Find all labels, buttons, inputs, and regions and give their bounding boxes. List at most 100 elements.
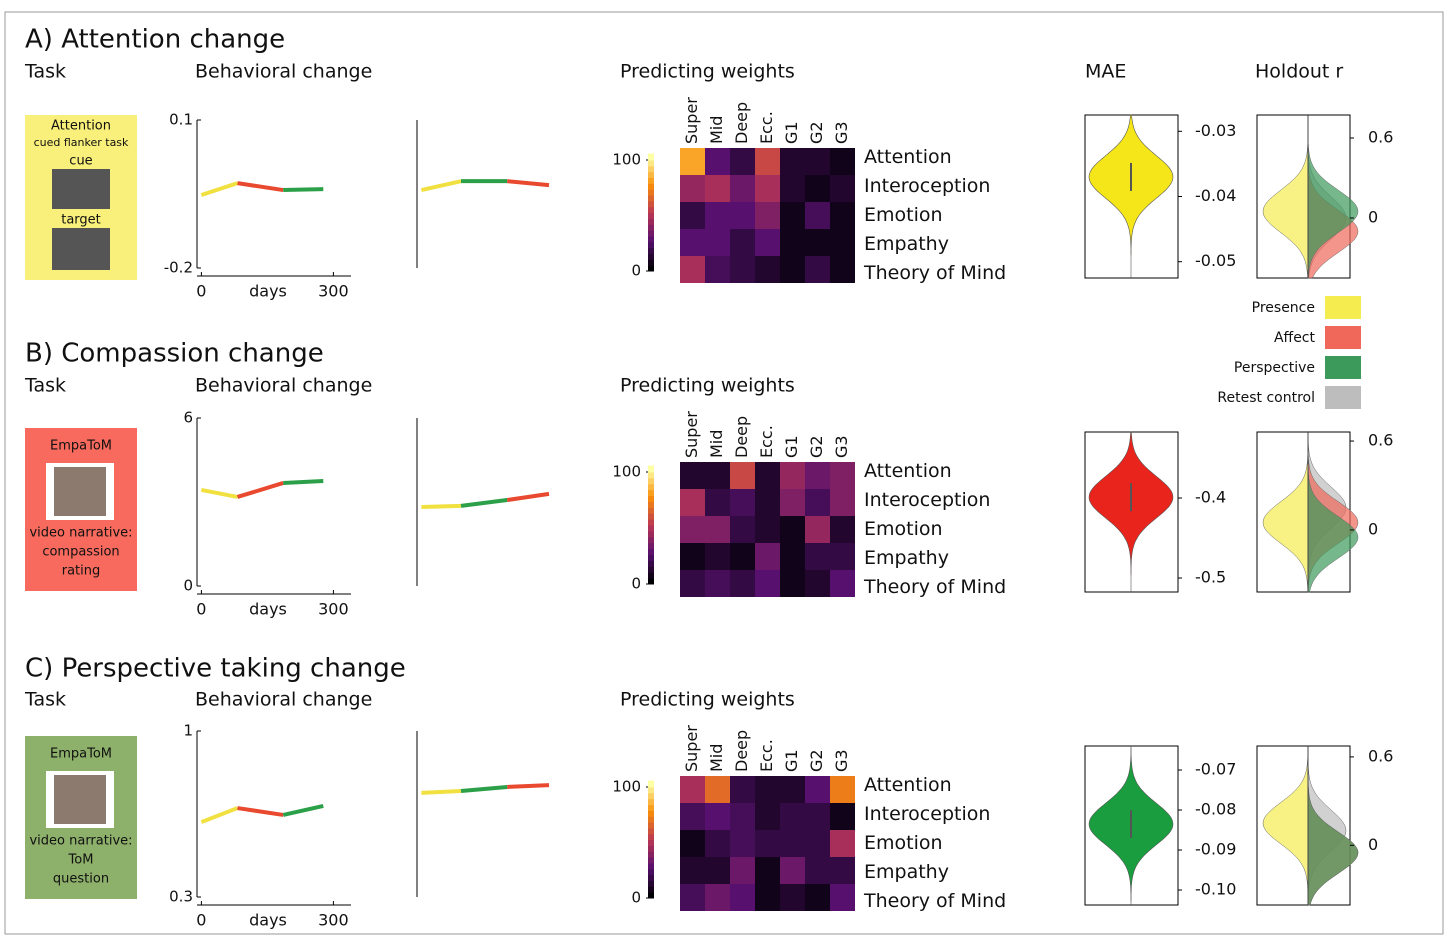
row-label: Interoception (864, 803, 990, 825)
heat-cell (830, 175, 855, 202)
heat-cell (730, 570, 755, 597)
weights-label: Predicting weights (620, 375, 795, 397)
legend-label: Perspective (1234, 360, 1315, 376)
mean-segment (283, 806, 323, 815)
heat-cell (755, 175, 780, 202)
row-label: Empathy (864, 861, 949, 883)
heat-cell (805, 229, 830, 256)
heat-cell (730, 148, 755, 175)
task-photo-face (54, 467, 106, 516)
mae-label: MAE (1085, 61, 1126, 83)
y-tick-label: 0.6 (1368, 746, 1393, 765)
task-text: EmpaToM (50, 439, 112, 454)
heat-cell (680, 202, 705, 229)
row-label: Interoception (864, 175, 990, 197)
heat-cell (755, 202, 780, 229)
column-label: Super (682, 725, 701, 772)
colorbar-step (648, 154, 654, 161)
x-axis-label: days (249, 600, 287, 619)
heat-cell (805, 570, 830, 597)
mean-segment (507, 181, 549, 185)
y-tick-label: 0.6 (1368, 128, 1393, 147)
heat-cell (780, 570, 805, 597)
row-label: Emotion (864, 518, 943, 540)
y-tick-label: -0.2 (164, 259, 193, 277)
column-label: Mid (707, 744, 726, 772)
row-label: Interoception (864, 489, 990, 511)
mean-segment (507, 494, 549, 500)
heat-cell (680, 489, 705, 516)
y-tick-label: 0 (1368, 835, 1378, 854)
y-tick-label: -0.5 (1195, 568, 1226, 587)
task-text: EmpaToM (50, 747, 112, 762)
heat-cell (830, 202, 855, 229)
y-tick-label: 0.1 (169, 111, 193, 129)
column-label: G1 (782, 749, 801, 772)
task-text: video narrative: (29, 526, 132, 541)
column-label: Ecc. (757, 111, 776, 144)
heat-cell (680, 803, 705, 830)
row-label: Emotion (864, 832, 943, 854)
heat-cell (780, 202, 805, 229)
task-text: Attention (51, 119, 111, 134)
heat-cell (680, 857, 705, 884)
heat-cell (780, 857, 805, 884)
y-tick-label: -0.07 (1195, 760, 1236, 779)
colorbar-step (648, 781, 654, 788)
heat-cell (705, 803, 730, 830)
heat-cell (680, 229, 705, 256)
x-tick-label: 0 (196, 282, 206, 301)
heat-cell (755, 229, 780, 256)
heat-cell (755, 803, 780, 830)
legend-swatch (1325, 356, 1361, 379)
heat-cell (680, 175, 705, 202)
heat-cell (755, 857, 780, 884)
mean-segment (283, 481, 323, 483)
heat-cell (830, 462, 855, 489)
heat-cell (705, 256, 730, 283)
task-text: compassion (42, 545, 119, 560)
heat-cell (780, 229, 805, 256)
y-tick-label: 0.6 (1368, 431, 1393, 450)
task-label: Task (24, 689, 66, 711)
heat-cell (805, 175, 830, 202)
heat-cell (730, 857, 755, 884)
heat-cell (755, 543, 780, 570)
y-tick-label: 0.3 (169, 888, 193, 906)
heat-cell (755, 462, 780, 489)
task-text: question (53, 872, 109, 887)
mean-segment (237, 483, 283, 497)
heat-cell (805, 148, 830, 175)
x-tick-label: 300 (318, 600, 349, 619)
legend-label: Retest control (1217, 390, 1315, 406)
x-axis-label: days (249, 911, 287, 930)
column-label: Mid (707, 430, 726, 458)
heat-cell (680, 462, 705, 489)
heat-cell (705, 884, 730, 911)
holdout-label: Holdout r (1255, 61, 1343, 83)
y-tick-label: -0.4 (1195, 488, 1226, 507)
heat-cell (830, 148, 855, 175)
column-label: Super (682, 97, 701, 144)
mean-segment (201, 183, 237, 195)
heat-cell (780, 462, 805, 489)
heat-cell (780, 803, 805, 830)
y-tick-label: -0.03 (1195, 121, 1236, 140)
mean-segment (461, 787, 507, 791)
heat-cell (730, 462, 755, 489)
x-axis-label: days (249, 282, 287, 301)
heat-cell (780, 256, 805, 283)
heat-cell (730, 776, 755, 803)
heat-cell (755, 570, 780, 597)
task-label: Task (24, 375, 66, 397)
legend-swatch (1325, 386, 1361, 409)
heat-cell (705, 516, 730, 543)
column-label: Deep (732, 416, 751, 458)
task-text: video narrative: (29, 834, 132, 849)
mean-segment (201, 490, 237, 497)
heat-cell (705, 776, 730, 803)
mean-segment (283, 189, 323, 190)
heat-cell (755, 884, 780, 911)
colorbar-tick-label: 100 (612, 463, 641, 481)
mean-segment (237, 183, 283, 190)
